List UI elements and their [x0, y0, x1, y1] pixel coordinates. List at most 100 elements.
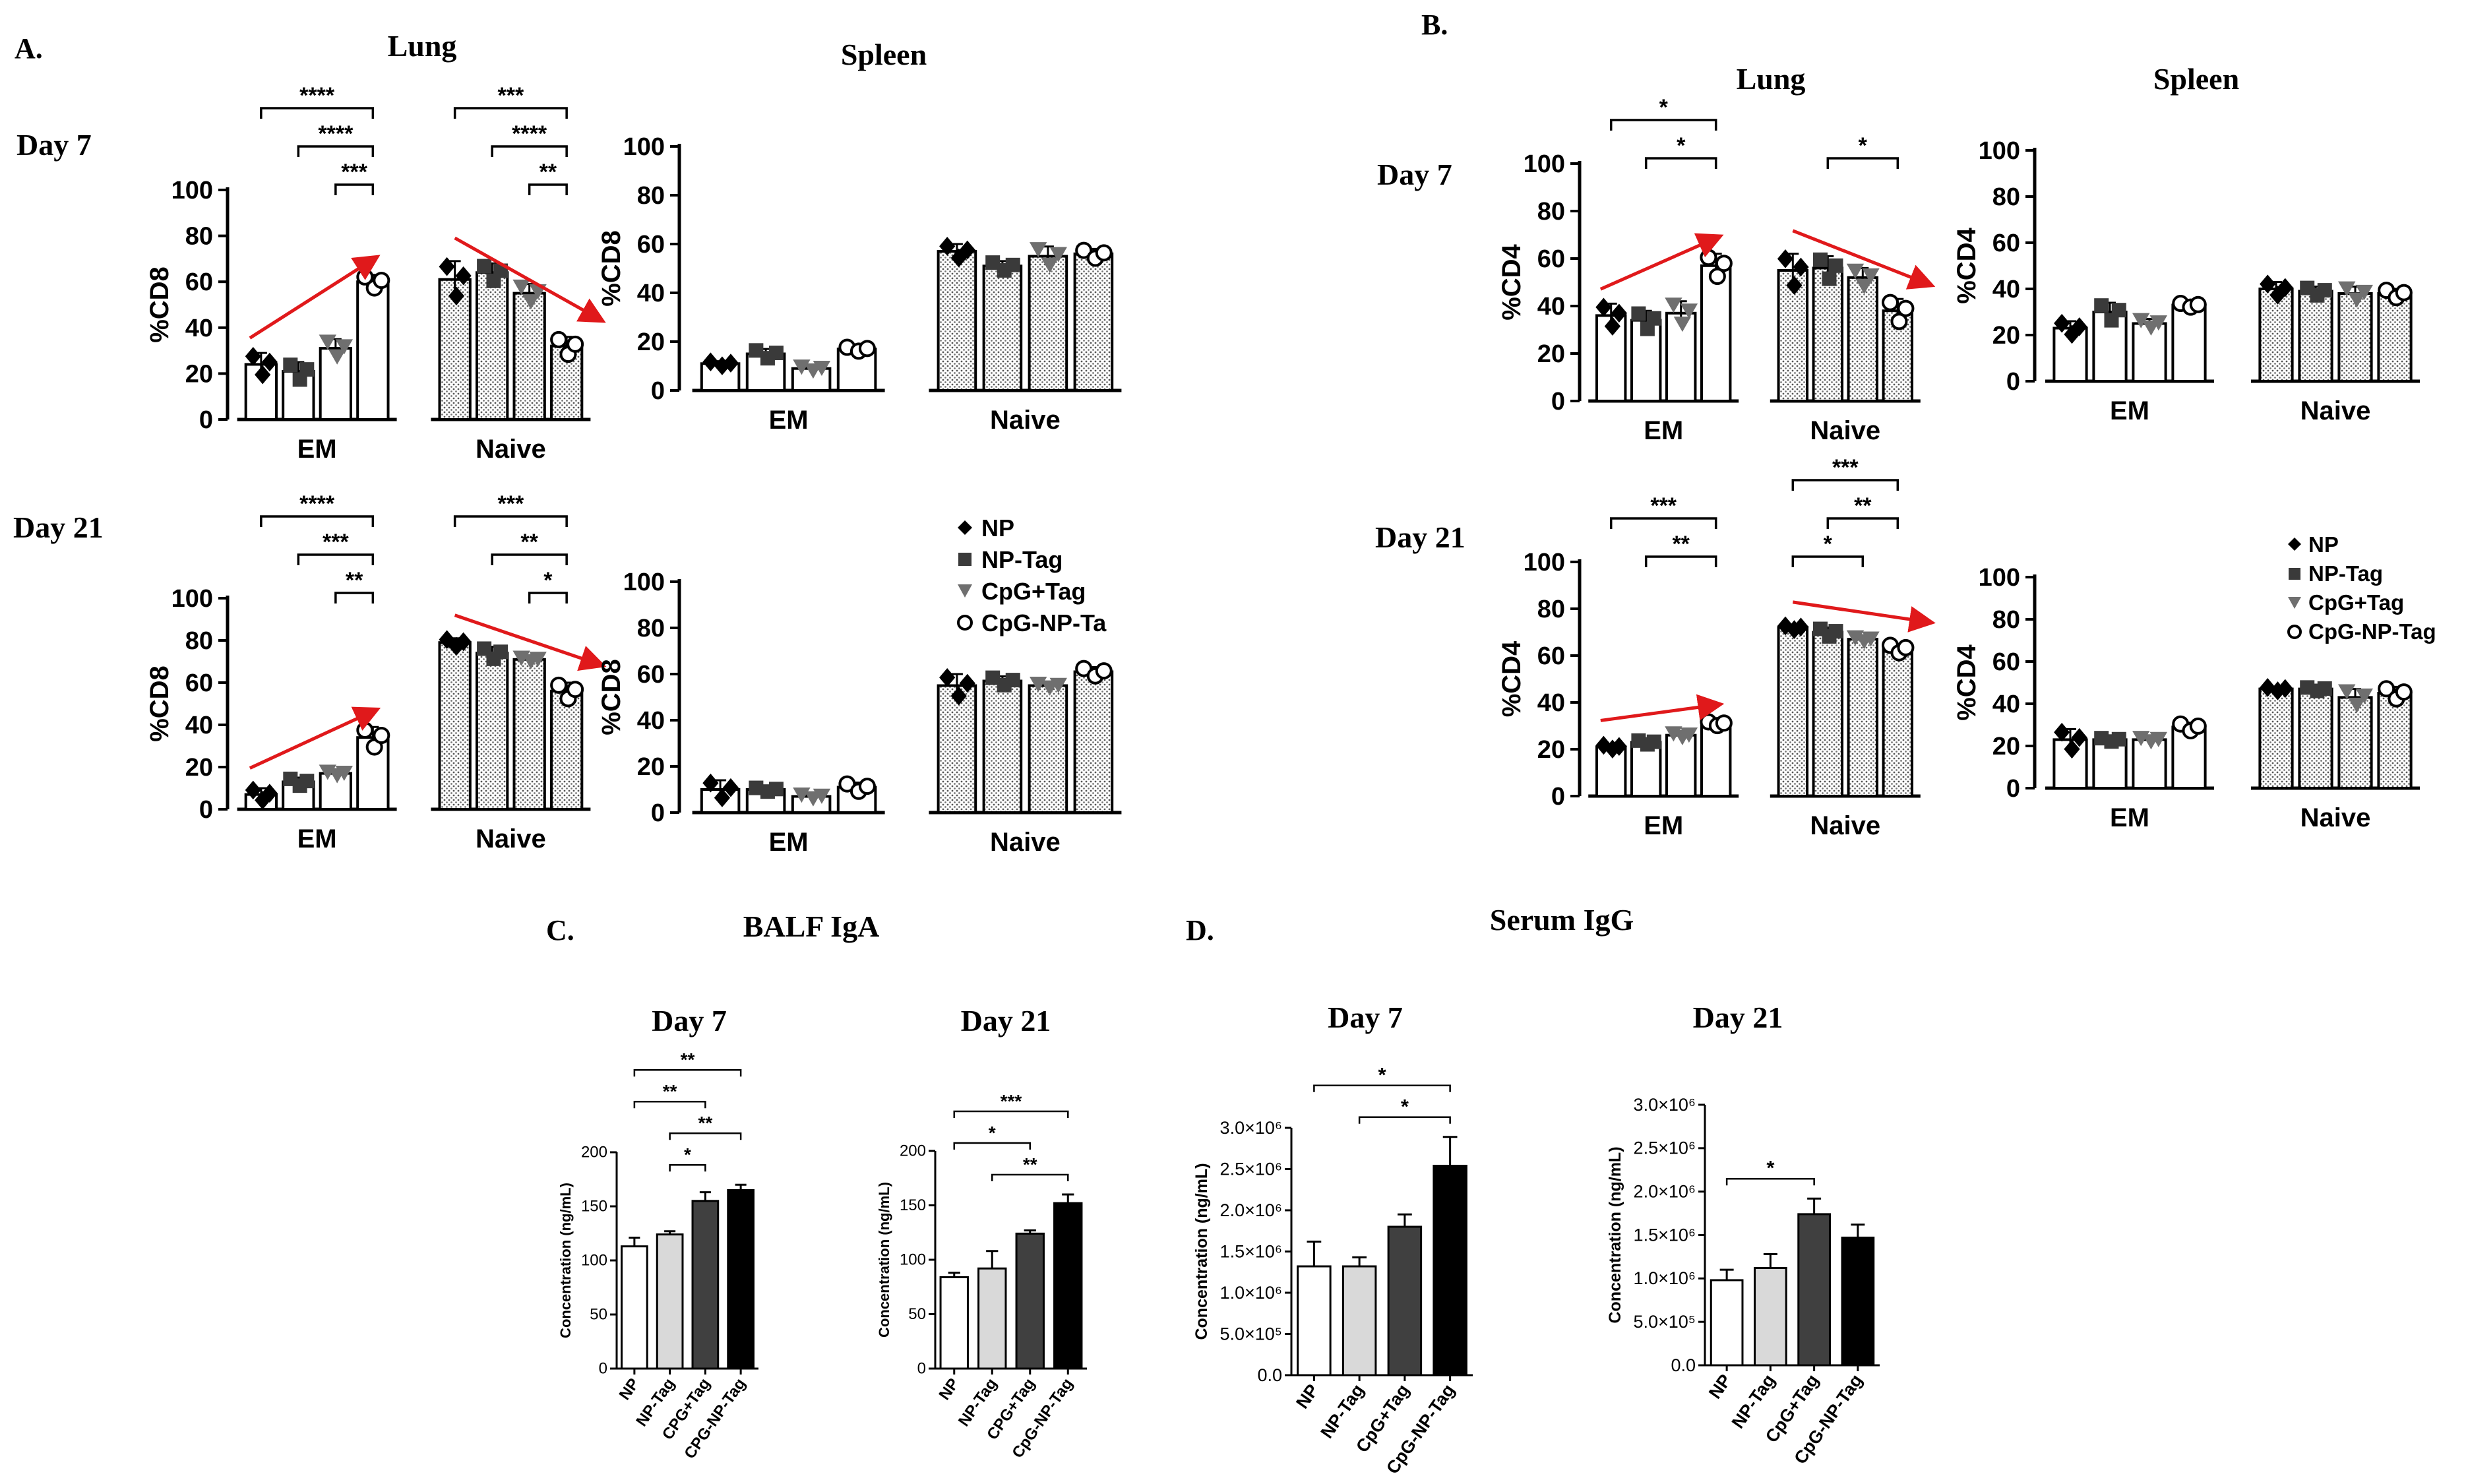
significance-bracket [260, 107, 375, 119]
x-category-label-naive: Naive [2300, 396, 2371, 425]
legend-marker-np-tag [2289, 568, 2300, 580]
x-category-label-em: EM [2110, 803, 2149, 832]
bar-np-tag [1754, 1267, 1787, 1367]
point-cpg-np-tag [2189, 295, 2207, 313]
point-cpg-np-tag [1095, 662, 1113, 680]
y-tick-label: 3.0×10⁶ [1634, 1095, 1696, 1115]
point-np [1793, 257, 1809, 277]
legend-marker-np [2288, 538, 2301, 551]
trend-arrow-down [1792, 229, 1936, 290]
significance-bracket [1791, 479, 1899, 491]
significance-label: ** [1672, 532, 1690, 557]
bar-cpg-tag-naive [1028, 684, 1068, 814]
x-category-label-naive: Naive [1810, 416, 1880, 445]
x-category-label-em: EM [297, 435, 337, 464]
significance-label: ** [520, 530, 538, 555]
bar-cpg-np-tag-em [1700, 264, 1732, 402]
point-np-tag [1646, 311, 1661, 326]
significance-bracket [528, 592, 568, 603]
x-category-label-em: EM [1644, 811, 1683, 840]
significance-label: * [1859, 133, 1868, 158]
point-np-tag [1828, 624, 1843, 639]
x-category-label-naive: Naive [990, 828, 1061, 857]
point-np-tag [1005, 673, 1020, 688]
significance-label: ** [681, 1049, 695, 1070]
significance-bracket [1644, 555, 1717, 567]
point-cpg-tag [529, 652, 547, 667]
point-np [959, 240, 975, 260]
point-np [2054, 313, 2070, 333]
y-tick-label: 20 [1537, 340, 1565, 368]
point-np [455, 632, 472, 652]
point-cpg-tag [1680, 727, 1698, 743]
header-balf: BALF IgA [743, 910, 880, 943]
point-cpg-tag [2348, 697, 2366, 714]
point-np [2071, 727, 2087, 747]
significance-label: * [684, 1144, 691, 1165]
significance-label: *** [498, 83, 524, 108]
significance-bracket [297, 145, 375, 157]
x-category-label-naive: Naive [990, 406, 1061, 435]
trend-arrow-down [454, 236, 606, 323]
point-np-tag [1646, 734, 1661, 749]
point-np-tag [2317, 283, 2332, 298]
y-tick-label: 40 [1537, 293, 1565, 321]
y-tick-label: 200 [581, 1144, 607, 1161]
significance-bracket [491, 553, 568, 565]
legend-marker-cpg-np-tag [2287, 625, 2302, 639]
day-label-d-d7: Day 7 [1328, 1001, 1403, 1034]
y-tick-label: 40 [1537, 689, 1565, 717]
bar-cpg-tag-em [2132, 322, 2167, 383]
significance-bracket [491, 145, 568, 157]
point-cpg-np-tag [1075, 241, 1093, 259]
trend-arrow-up [1599, 233, 1724, 291]
x-category-label-em: EM [297, 824, 337, 853]
significance-label: **** [299, 491, 335, 516]
point-cpg-tag [328, 349, 346, 365]
point-cpg-np-tag [1897, 299, 1915, 317]
y-axis-title: %CD4 [1952, 644, 1981, 720]
significance-bracket [1826, 517, 1899, 529]
header-spleen-b: Spleen [2153, 62, 2239, 96]
bar-np-tag-naive [2298, 687, 2333, 789]
significance-label: *** [323, 530, 349, 555]
bar-np-tag-em [2092, 311, 2128, 383]
y-tick-label: 50 [908, 1305, 926, 1323]
point-cpg-tag [335, 765, 354, 782]
bar-cpg-tag-naive [2337, 696, 2373, 790]
y-tick-label: 60 [1992, 648, 2020, 676]
point-np [2260, 274, 2276, 294]
bar-np-naive [2258, 288, 2294, 383]
y-tick-label: 20 [637, 753, 665, 781]
point-np [702, 352, 719, 372]
significance-label: **** [299, 83, 335, 108]
y-tick-label: 150 [900, 1196, 926, 1214]
bar-np-naive [937, 250, 977, 392]
point-np [261, 784, 278, 803]
bar-np [1297, 1265, 1332, 1376]
y-tick-label: 0 [1551, 783, 1565, 811]
day-label-b-d21: Day 21 [1375, 520, 1465, 554]
significance-bracket [1609, 517, 1717, 529]
y-tick-label: 0.0 [1671, 1355, 1696, 1375]
y-axis-title: Concentration (ng/mL) [1606, 1146, 1624, 1323]
bar-np [1710, 1279, 1744, 1367]
bar-np-tag-naive [1812, 266, 1844, 402]
legend-label-cpg-tag: CpG+Tag [981, 578, 1086, 605]
point-cpg-tag [2149, 731, 2167, 747]
significance-bracket [334, 183, 375, 195]
significance-label: * [543, 568, 553, 593]
point-cpg-tag [1029, 242, 1047, 258]
chart-d-d21: 0.0 5.0×10⁵ 1.0×10⁶ 1.5×10⁶ 2.0×10⁶ 2.5×10⁶ 3.… [1606, 1095, 1880, 1468]
significance-bracket [1826, 157, 1899, 169]
significance-label: * [989, 1123, 996, 1143]
point-np [939, 667, 956, 687]
y-tick-label: 3.0×10⁶ [1220, 1118, 1282, 1138]
y-tick-label: 100 [1979, 564, 2020, 592]
trend-arrow-up [1600, 694, 1725, 722]
y-axis-title: Concentration (ng/mL) [1192, 1163, 1211, 1340]
x-category-label-em: EM [769, 406, 809, 435]
